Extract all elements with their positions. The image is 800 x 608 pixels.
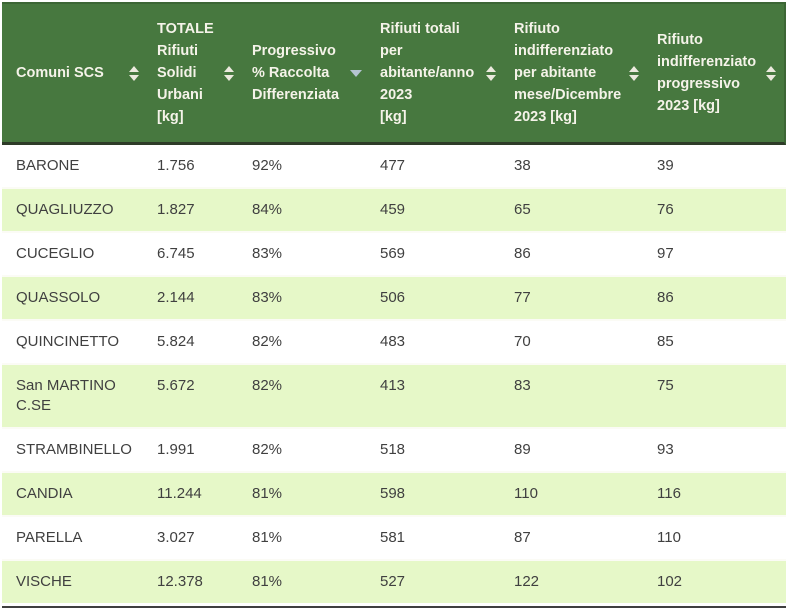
municipality-cell: CUCEGLIO bbox=[2, 231, 147, 275]
value-cell: 70 bbox=[504, 319, 647, 363]
value-cell: 1.991 bbox=[147, 427, 242, 471]
value-cell: 81% bbox=[242, 559, 370, 606]
value-cell: 477 bbox=[370, 145, 504, 187]
municipality-cell: BARONE bbox=[2, 145, 147, 187]
value-cell: 102 bbox=[647, 559, 786, 606]
value-cell: 93 bbox=[647, 427, 786, 471]
value-cell: 86 bbox=[647, 275, 786, 319]
value-cell: 77 bbox=[504, 275, 647, 319]
value-cell: 83 bbox=[504, 363, 647, 427]
column-label: TOTALE Rifiuti Solidi Urbani [kg] bbox=[157, 21, 214, 125]
value-cell: 5.824 bbox=[147, 319, 242, 363]
value-cell: 39 bbox=[647, 145, 786, 187]
column-label: Progressivo % Raccolta Differenziata bbox=[252, 43, 340, 103]
table-row: QUINCINETTO 5.824 82% 483 70 85 bbox=[2, 319, 786, 363]
table-row: BARONE 1.756 92% 477 38 39 bbox=[2, 145, 786, 187]
value-cell: 598 bbox=[370, 471, 504, 515]
column-header-indifferenziato-progressivo[interactable]: Rifiuto indifferenziato progressivo 2023… bbox=[647, 2, 786, 145]
value-cell: 81% bbox=[242, 515, 370, 559]
municipality-cell: QUASSOLO bbox=[2, 275, 147, 319]
value-cell: 116 bbox=[647, 471, 786, 515]
value-cell: 87 bbox=[504, 515, 647, 559]
municipality-cell: STRAMBINELLO bbox=[2, 427, 147, 471]
municipality-cell: QUINCINETTO bbox=[2, 319, 147, 363]
sort-toggle-icon bbox=[766, 65, 776, 81]
value-cell: 527 bbox=[370, 559, 504, 606]
column-label: Rifiuti totali per abitante/anno 2023 [k… bbox=[380, 21, 475, 125]
value-cell: 506 bbox=[370, 275, 504, 319]
value-cell: 11.244 bbox=[147, 471, 242, 515]
municipality-cell: CANDIA bbox=[2, 471, 147, 515]
table-row: CANDIA 11.244 81% 598 110 116 bbox=[2, 471, 786, 515]
value-cell: 1.827 bbox=[147, 187, 242, 231]
municipality-cell: San MARTINO C.SE bbox=[2, 363, 147, 427]
table-row: San MARTINO C.SE 5.672 82% 413 83 75 bbox=[2, 363, 786, 427]
column-header-indifferenziato-per-abitante-mese[interactable]: Rifiuto indifferenziato per abitante mes… bbox=[504, 2, 647, 145]
column-header-comuni-scs[interactable]: Comuni SCS bbox=[2, 2, 147, 145]
value-cell: 82% bbox=[242, 363, 370, 427]
value-cell: 110 bbox=[504, 471, 647, 515]
sort-toggle-icon bbox=[129, 65, 139, 81]
value-cell: 97 bbox=[647, 231, 786, 275]
value-cell: 6.745 bbox=[147, 231, 242, 275]
municipality-cell: PARELLA bbox=[2, 515, 147, 559]
sort-toggle-icon bbox=[486, 65, 496, 81]
value-cell: 83% bbox=[242, 231, 370, 275]
value-cell: 86 bbox=[504, 231, 647, 275]
column-header-progressivo-raccolta-differenziata[interactable]: Progressivo % Raccolta Differenziata bbox=[242, 2, 370, 145]
value-cell: 84% bbox=[242, 187, 370, 231]
value-cell: 459 bbox=[370, 187, 504, 231]
table-body: BARONE 1.756 92% 477 38 39 QUAGLIUZZO 1.827 84% 4… bbox=[2, 145, 786, 606]
table-row: QUASSOLO 2.144 83% 506 77 86 bbox=[2, 275, 786, 319]
value-cell: 1.756 bbox=[147, 145, 242, 187]
value-cell: 518 bbox=[370, 427, 504, 471]
column-label: Rifiuto indifferenziato per abitante mes… bbox=[514, 21, 622, 125]
value-cell: 569 bbox=[370, 231, 504, 275]
value-cell: 413 bbox=[370, 363, 504, 427]
value-cell: 12.378 bbox=[147, 559, 242, 606]
table-row: QUAGLIUZZO 1.827 84% 459 65 76 bbox=[2, 187, 786, 231]
table-row: PARELLA 3.027 81% 581 87 110 bbox=[2, 515, 786, 559]
value-cell: 5.672 bbox=[147, 363, 242, 427]
column-header-rifiuti-totali-per-abitante[interactable]: Rifiuti totali per abitante/anno 2023 [k… bbox=[370, 2, 504, 145]
value-cell: 122 bbox=[504, 559, 647, 606]
value-cell: 82% bbox=[242, 319, 370, 363]
value-cell: 3.027 bbox=[147, 515, 242, 559]
municipality-cell: VISCHE bbox=[2, 559, 147, 606]
value-cell: 2.144 bbox=[147, 275, 242, 319]
value-cell: 65 bbox=[504, 187, 647, 231]
value-cell: 75 bbox=[647, 363, 786, 427]
value-cell: 81% bbox=[242, 471, 370, 515]
sort-toggle-icon bbox=[224, 65, 234, 81]
value-cell: 82% bbox=[242, 427, 370, 471]
column-header-totale-rifiuti-solidi-urbani[interactable]: TOTALE Rifiuti Solidi Urbani [kg] bbox=[147, 2, 242, 145]
value-cell: 76 bbox=[647, 187, 786, 231]
value-cell: 38 bbox=[504, 145, 647, 187]
value-cell: 83% bbox=[242, 275, 370, 319]
value-cell: 85 bbox=[647, 319, 786, 363]
value-cell: 110 bbox=[647, 515, 786, 559]
table-row: STRAMBINELLO 1.991 82% 518 89 93 bbox=[2, 427, 786, 471]
waste-data-table: Comuni SCS TOTALE Rifiuti Solidi Urbani [… bbox=[2, 2, 786, 606]
value-cell: 581 bbox=[370, 515, 504, 559]
value-cell: 483 bbox=[370, 319, 504, 363]
value-cell: 92% bbox=[242, 145, 370, 187]
municipality-cell: QUAGLIUZZO bbox=[2, 187, 147, 231]
header-row: Comuni SCS TOTALE Rifiuti Solidi Urbani [… bbox=[2, 2, 786, 145]
value-cell: 89 bbox=[504, 427, 647, 471]
waste-data-table-container: Comuni SCS TOTALE Rifiuti Solidi Urbani [… bbox=[2, 2, 786, 608]
table-row: CUCEGLIO 6.745 83% 569 86 97 bbox=[2, 231, 786, 275]
table-row: VISCHE 12.378 81% 527 122 102 bbox=[2, 559, 786, 606]
column-label: Comuni SCS bbox=[16, 65, 104, 81]
sort-descending-icon bbox=[350, 69, 362, 77]
sort-toggle-icon bbox=[629, 65, 639, 81]
column-label: Rifiuto indifferenziato progressivo 2023… bbox=[657, 32, 757, 114]
